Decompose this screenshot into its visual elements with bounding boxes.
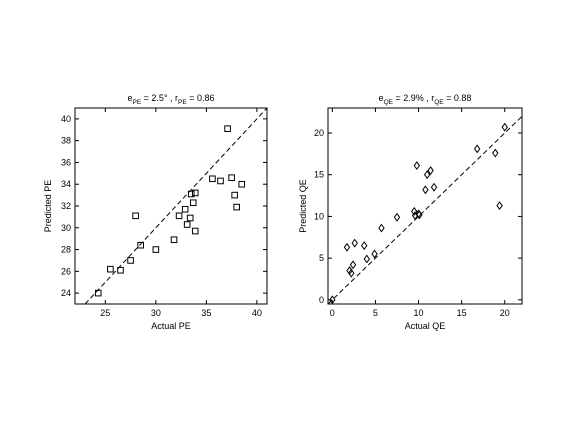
qe-y-tick-label: 10 xyxy=(314,211,324,221)
qe-x-tick-label: 5 xyxy=(373,308,378,318)
pe-y-tick-label: 28 xyxy=(61,245,71,255)
pe-identity-line xyxy=(84,107,268,305)
qe-data-point xyxy=(351,238,358,248)
qe-data-point xyxy=(346,266,353,276)
pe-x-tick-label: 30 xyxy=(151,308,161,318)
pe-data-point xyxy=(137,241,144,249)
pe-data-point xyxy=(170,236,178,244)
qe-data-point xyxy=(422,185,429,195)
pe-data-point xyxy=(183,221,191,228)
qe-x-tick-label: 15 xyxy=(457,308,467,318)
qe-scatter-panel: eQE = 2.9% , rQE = 0.88 0 5 10 15 20 0 5 10 15 20… xyxy=(298,93,523,331)
qe-identity-line xyxy=(327,115,523,305)
pe-data-point xyxy=(191,189,199,197)
pe-data-point xyxy=(152,246,160,253)
qe-data-point xyxy=(363,254,371,264)
pe-x-tick-label: 35 xyxy=(201,308,211,318)
pe-data-point xyxy=(175,212,183,220)
pe-points xyxy=(94,125,246,297)
qe-ticks: 0 5 10 15 20 0 5 10 15 20 xyxy=(314,108,522,318)
pe-x-tick-label: 40 xyxy=(252,308,262,318)
pe-x-tick-label: 25 xyxy=(100,308,110,318)
pe-y-tick-label: 26 xyxy=(61,266,71,276)
qe-x-tick-label: 20 xyxy=(500,308,510,318)
qe-y-tick-label: 20 xyxy=(314,128,324,138)
qe-x-tick-label: 10 xyxy=(414,308,424,318)
qe-data-point xyxy=(427,166,434,176)
pe-data-point xyxy=(189,199,197,207)
qe-data-point xyxy=(413,161,421,171)
qe-data-point xyxy=(416,210,423,220)
pe-data-point xyxy=(191,227,199,235)
qe-y-tick-label: 15 xyxy=(314,170,324,180)
qe-data-point xyxy=(348,268,355,278)
qe-y-axis-label: Predicted QE xyxy=(298,179,308,233)
pe-ticks: 25 30 35 40 24 26 28 30 32 34 36 38 40 xyxy=(61,108,267,318)
pe-y-tick-label: 30 xyxy=(61,223,71,233)
qe-y-tick-label: 5 xyxy=(319,253,324,263)
qe-data-point xyxy=(360,241,368,251)
qe-x-tick-label: 0 xyxy=(330,308,335,318)
pe-data-point xyxy=(107,265,114,273)
qe-data-point xyxy=(492,148,499,158)
qe-data-point xyxy=(411,206,418,216)
pe-data-point xyxy=(217,177,224,185)
qe-data-point xyxy=(371,249,378,259)
pe-data-point xyxy=(238,180,246,188)
qe-data-point xyxy=(473,144,481,154)
qe-plot-area xyxy=(327,107,523,305)
pe-y-tick-label: 36 xyxy=(61,157,71,167)
pe-data-point xyxy=(231,191,238,199)
pe-data-point xyxy=(186,214,194,222)
pe-y-tick-label: 32 xyxy=(61,201,71,211)
qe-data-point xyxy=(501,122,508,132)
pe-data-point xyxy=(224,125,231,132)
pe-data-point xyxy=(209,175,216,183)
qe-points xyxy=(329,122,508,305)
qe-data-point xyxy=(430,182,438,192)
pe-data-point xyxy=(187,190,195,198)
qe-data-point xyxy=(496,201,503,211)
pe-y-axis-label: Predicted PE xyxy=(43,180,53,233)
pe-data-point xyxy=(233,203,240,211)
pe-data-point xyxy=(94,289,102,297)
qe-data-point xyxy=(343,242,351,252)
pe-plot-area xyxy=(74,107,268,305)
pe-data-point xyxy=(181,205,189,213)
pe-y-tick-label: 40 xyxy=(61,114,71,124)
qe-data-point xyxy=(393,212,401,222)
qe-chart-title: eQE = 2.9% , rQE = 0.88 xyxy=(379,93,472,106)
qe-x-axis-label: Actual QE xyxy=(405,321,446,331)
qe-data-point xyxy=(329,295,336,305)
qe-data-point xyxy=(423,170,431,180)
pe-x-axis-label: Actual PE xyxy=(151,321,191,331)
pe-y-tick-label: 34 xyxy=(61,179,71,189)
qe-y-tick-label: 0 xyxy=(319,295,324,305)
pe-y-tick-label: 24 xyxy=(61,288,71,298)
pe-data-point xyxy=(132,212,139,220)
pe-data-point xyxy=(127,257,134,264)
pe-scatter-panel: ePE = 2.5° , rPE = 0.86 25 30 35 40 24 26 28 30… xyxy=(43,93,268,331)
qe-data-point xyxy=(378,223,385,233)
qe-data-point xyxy=(349,260,357,270)
pe-y-tick-label: 38 xyxy=(61,136,71,146)
pe-data-point xyxy=(228,174,235,181)
pe-chart-title: ePE = 2.5° , rPE = 0.86 xyxy=(127,93,214,106)
pe-data-point xyxy=(117,266,124,274)
